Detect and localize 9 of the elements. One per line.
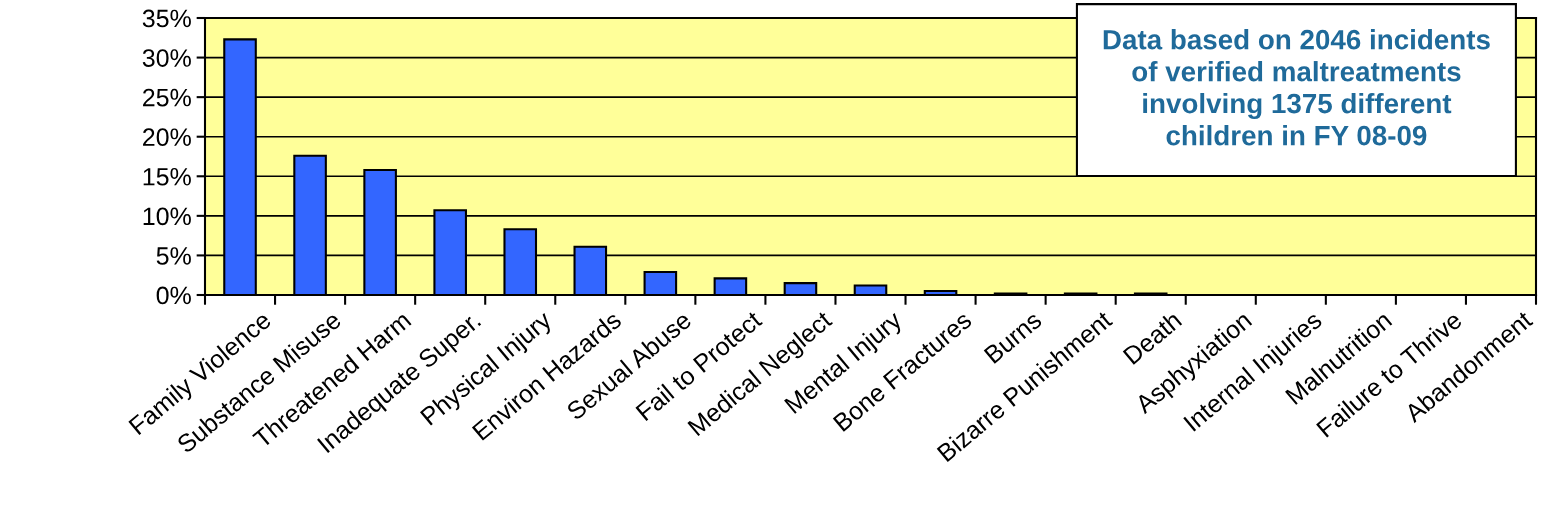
y-tick-label: 25% [143, 88, 191, 107]
annotation: Data based on 2046 incidents of verified maltreatments involving 1375 different children in FY 08-09 [1103, 29, 1490, 146]
y-tick-label: 20% [143, 128, 191, 147]
y-tick-label: 5% [156, 247, 191, 265]
y-tick-label: 10% [143, 207, 191, 226]
y-tick-label: 35% [142, 9, 191, 28]
y-tick-label: 30% [142, 49, 191, 67]
y-tick-label: 0% [156, 286, 191, 305]
y-tick-label: 15% [143, 168, 191, 186]
